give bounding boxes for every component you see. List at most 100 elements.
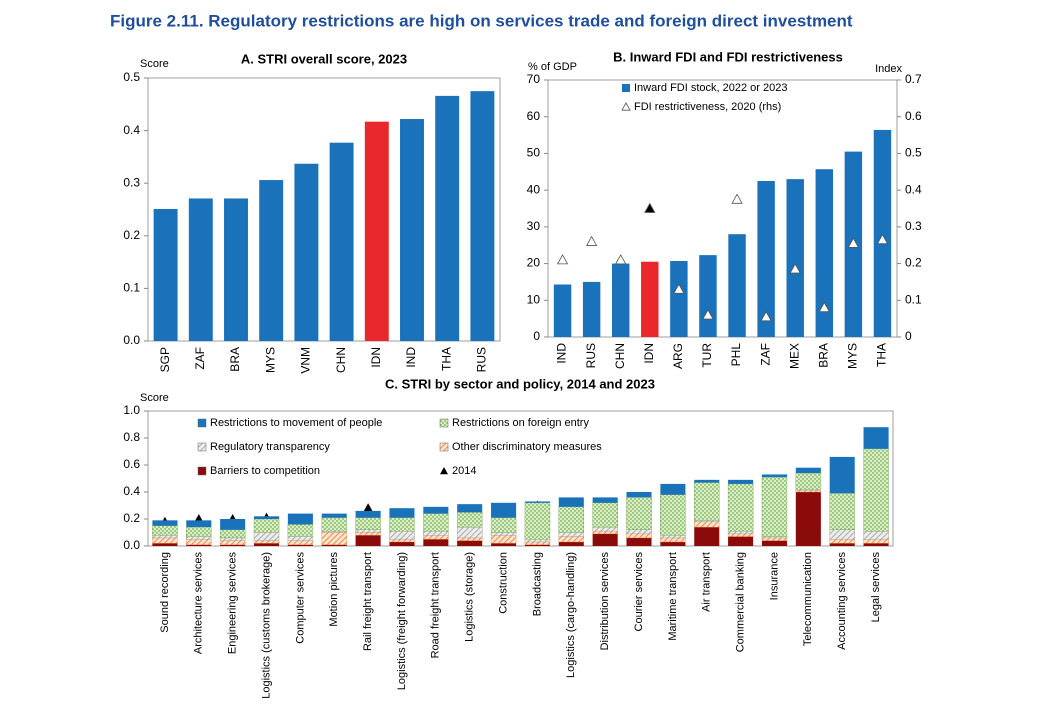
x-tick-label: ZAF — [193, 347, 207, 370]
legend-label: Restrictions to movement of people — [210, 417, 382, 429]
bar-segment — [186, 520, 212, 528]
x-tick-label: ARG — [671, 343, 685, 369]
legend-label: FDI restrictiveness, 2020 (rhs) — [634, 101, 781, 113]
bar-segment — [761, 536, 788, 539]
x-tick-label: Road freight transport — [430, 552, 442, 658]
bar-segment — [694, 520, 720, 522]
y2-tick-label: 0.1 — [905, 292, 922, 306]
bar-segment — [524, 544, 550, 546]
bar-segment — [728, 536, 754, 546]
y-tick-label: 1.0 — [123, 403, 140, 417]
x-tick-label: BRA — [816, 343, 830, 368]
bar-segment — [287, 540, 314, 545]
bar-segment — [524, 539, 551, 543]
bar-segment — [558, 536, 585, 543]
bar-segment — [321, 517, 347, 532]
bar-segment — [592, 533, 618, 546]
bar — [699, 255, 717, 337]
bar-segment — [253, 543, 280, 546]
legend-swatch — [197, 418, 207, 428]
x-tick-label: THA — [875, 343, 889, 367]
bar-segment — [491, 543, 517, 546]
triangle-marker — [789, 263, 801, 274]
y2-tick-label: 0 — [905, 329, 912, 343]
bar-segment — [152, 520, 178, 526]
bar — [364, 121, 389, 342]
bar-segment — [795, 490, 822, 493]
plot-frame — [147, 77, 501, 342]
bar-segment — [152, 525, 178, 536]
y2-tick-label: 0.6 — [905, 109, 922, 123]
bar-segment — [829, 539, 855, 544]
legend-swatch — [621, 102, 631, 111]
legend-swatch — [197, 466, 207, 476]
bar — [400, 119, 424, 341]
legend-label: Other discriminatory measures — [452, 441, 602, 453]
bar — [329, 142, 354, 341]
plot-frame — [547, 79, 898, 338]
x-tick-label: Commercial banking — [735, 552, 747, 652]
bar — [670, 261, 688, 337]
x-tick-label: CHN — [613, 343, 627, 369]
bar-segment — [219, 540, 246, 545]
triangle-marker — [673, 283, 685, 294]
x-tick-label: IDN — [642, 343, 656, 364]
bar-segment — [558, 532, 585, 537]
bar — [582, 281, 601, 337]
legend-label: Restrictions on foreign entry — [452, 417, 589, 429]
bar-segment — [253, 518, 280, 533]
y-tick-label: 0.0 — [123, 333, 140, 347]
x-tick-label: RUS — [584, 343, 598, 368]
triangle-marker — [847, 237, 860, 248]
bar-segment — [152, 537, 178, 544]
bar-segment — [457, 504, 483, 513]
y-tick-label: 0.4 — [123, 484, 140, 498]
bar-segment — [389, 530, 415, 540]
bar-segment — [727, 483, 754, 532]
figure-title: Figure 2.11. Regulatory restrictions are… — [110, 11, 853, 30]
x-tick-label: Logistics (storage) — [464, 552, 476, 642]
bar — [188, 198, 213, 341]
y2-axis-label: Index — [875, 63, 902, 75]
bar-segment — [694, 479, 720, 483]
bar-segment — [524, 501, 550, 503]
bar-segment — [626, 529, 652, 535]
triangle-marker — [876, 233, 889, 245]
bar-segment — [456, 526, 483, 539]
bar-segment — [761, 537, 788, 541]
bar-segment — [186, 526, 212, 537]
bar-segment — [558, 497, 584, 507]
x-tick-label: IDN — [369, 347, 383, 368]
y-tick-label: 0.3 — [123, 175, 140, 189]
legend-swatch — [440, 467, 448, 475]
y-axis-label: Score — [140, 58, 169, 70]
bar-segment — [761, 474, 788, 478]
bar-segment — [152, 543, 178, 546]
bar-segment — [355, 529, 381, 533]
x-tick-label: TUR — [700, 343, 714, 368]
bar — [728, 234, 746, 337]
x-tick-label: Broadcasting — [531, 552, 543, 616]
bar-segment — [863, 543, 889, 546]
bar-segment — [423, 513, 449, 532]
x-tick-label: MYS — [263, 347, 277, 373]
bar-segment — [457, 540, 483, 546]
bar-segment — [186, 539, 212, 545]
bar-segment — [626, 492, 652, 498]
y-tick-label: 0.2 — [123, 228, 140, 242]
y2-tick-label: 0.4 — [905, 182, 922, 196]
triangle-marker — [818, 301, 830, 313]
bar-segment — [253, 532, 280, 541]
bar-segment — [355, 532, 381, 536]
bar-segment — [829, 543, 855, 546]
bar-segment — [728, 479, 754, 484]
bar-segment — [863, 427, 889, 449]
bar-segment — [626, 497, 652, 530]
plot-frame — [147, 410, 894, 547]
bar-segment — [829, 456, 855, 494]
bar-segment — [321, 513, 347, 518]
x-tick-label: Motion pictures — [328, 552, 340, 627]
bar-segment — [423, 535, 449, 540]
x-tick-label: Engineering services — [227, 552, 239, 655]
bar-segment — [287, 513, 313, 525]
